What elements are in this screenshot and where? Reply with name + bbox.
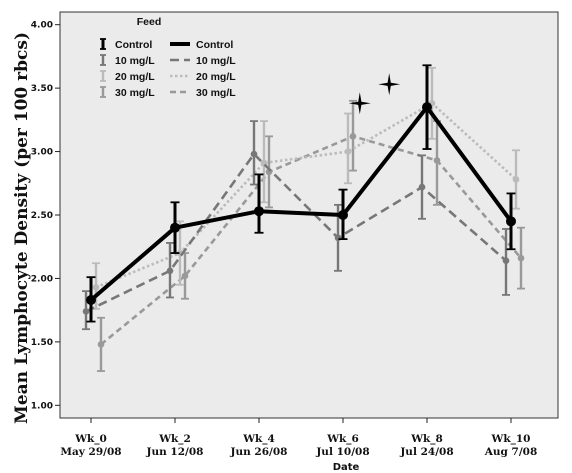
y-tick-label: 4.00 (31, 21, 53, 31)
y-tick-label: 1.00 (31, 401, 53, 411)
series-20-mg-l (92, 66, 520, 310)
legend-line-label: 10 mg/L (196, 55, 236, 67)
legend-errorbar-label: Control (115, 39, 152, 51)
x-tick-label-week: Wk_10 (491, 433, 531, 446)
error-bar (254, 173, 264, 234)
legend-entry: 10 mg/L 10 mg/L (100, 54, 236, 67)
data-point (506, 216, 516, 227)
series-10-mg-l (82, 120, 510, 331)
legend-entry: Control Control (100, 38, 233, 51)
data-point (418, 183, 426, 191)
data-point (502, 257, 510, 264)
data-point (422, 102, 432, 113)
data-point (181, 272, 189, 280)
x-tick-label-week: Wk_4 (242, 433, 275, 446)
x-tick-label-date: May 29/08 (60, 446, 121, 458)
data-point (512, 176, 520, 183)
legend-errorbar-label: 30 mg/L (115, 87, 155, 99)
series-control (86, 64, 516, 323)
data-point (92, 284, 100, 291)
legend-errorbar-label: 10 mg/L (115, 55, 155, 67)
legend-entry: 30 mg/L 30 mg/L (100, 86, 236, 99)
x-tick-label-week: Wk_6 (326, 433, 359, 446)
x-tick-label-date: Jul 10/08 (315, 446, 369, 458)
y-tick-label: 3.00 (31, 148, 53, 158)
series-line (95, 102, 517, 289)
legend-line-label: 20 mg/L (196, 71, 236, 83)
y-tick-label: 3.50 (31, 84, 53, 94)
y-tick-label: 2.50 (31, 211, 53, 221)
data-point (344, 148, 352, 155)
x-tick-label-date: Aug 7/08 (484, 446, 538, 458)
x-tick-label-date: Jun 12/08 (146, 446, 204, 458)
data-point (334, 234, 342, 242)
series-line (85, 152, 507, 313)
x-axis-title: Date (333, 462, 360, 473)
y-tick-label: 1.50 (31, 338, 53, 348)
x-tick-label-week: Wk_0 (74, 433, 107, 446)
data-point (82, 308, 90, 315)
data-point (166, 267, 174, 275)
significance-star-icon (348, 92, 371, 115)
y-axis-title: Mean Lymphocyte Density (per 100 rbcs) (12, 32, 32, 424)
x-tick-label-date: Jun 26/08 (230, 446, 288, 458)
data-point (250, 150, 258, 158)
x-tick-label-week: Wk_8 (410, 433, 443, 446)
data-point (517, 254, 525, 262)
legend-errorbar-label: 20 mg/L (115, 71, 155, 83)
data-point (349, 133, 357, 140)
y-tick-label: 2.00 (31, 274, 53, 284)
data-point (254, 206, 264, 217)
x-tick-label-date: Jul 24/08 (399, 446, 453, 458)
data-point (170, 222, 180, 233)
significance-star-icon (378, 73, 401, 96)
legend-title: Feed (137, 16, 162, 28)
legend-entry: 20 mg/L 20 mg/L (100, 70, 236, 83)
data-point (97, 341, 105, 348)
x-tick-label-week: Wk_2 (158, 433, 191, 446)
legend-line-label: Control (196, 39, 233, 51)
series-line (89, 105, 513, 302)
legend-line-label: 30 mg/L (196, 87, 236, 99)
data-point (338, 210, 348, 220)
data-point (433, 157, 441, 164)
data-point (86, 295, 96, 306)
